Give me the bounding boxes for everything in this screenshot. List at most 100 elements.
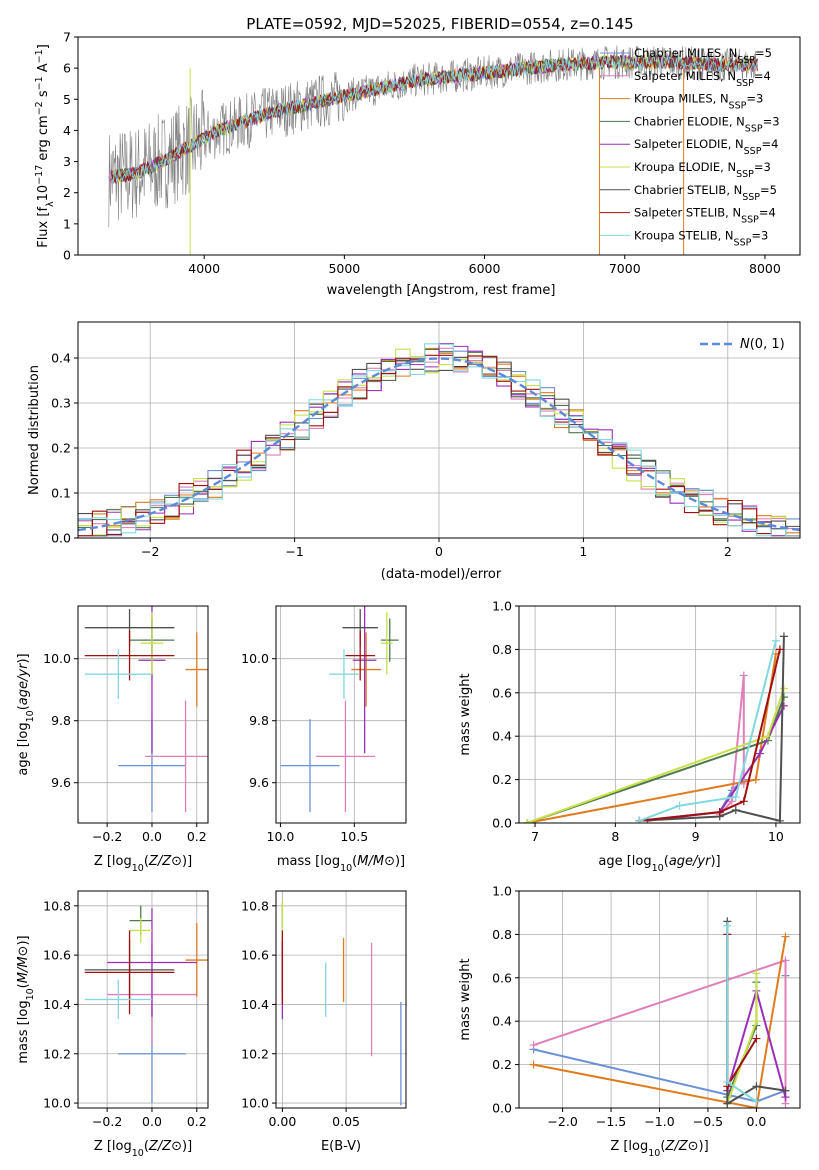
label-part: −1 xyxy=(34,49,45,63)
series-line xyxy=(533,936,787,1108)
label-part: ] xyxy=(36,44,51,49)
label-part: SSP xyxy=(734,237,752,248)
y-axis-label: Normed distribution xyxy=(27,365,42,495)
y-tick-label: 10.2 xyxy=(241,1046,269,1061)
y-tick-label: 9.6 xyxy=(249,775,269,790)
y-tick-label: 10.6 xyxy=(43,948,71,963)
y-tick-label: 0.6 xyxy=(492,970,512,985)
label-part: ( xyxy=(664,854,669,869)
x-tick-label: 5000 xyxy=(328,261,360,276)
x-axis-label: age [log10(age/yr)] xyxy=(598,854,720,874)
label-part: λ xyxy=(45,201,56,207)
label-part: M/M⊙ xyxy=(357,854,395,869)
legend-entry: Kroupa MILES, NSSP=3 xyxy=(634,92,763,112)
series-point xyxy=(727,797,736,806)
series-line xyxy=(639,636,785,823)
axes-frame xyxy=(77,321,801,539)
series-point xyxy=(635,816,644,823)
y-tick-label: 0.4 xyxy=(492,729,512,744)
axes-frame xyxy=(77,890,209,1109)
label-part: )] xyxy=(699,1139,709,1154)
y-tick-label: 10.2 xyxy=(43,1046,71,1061)
series-point xyxy=(781,932,790,941)
y-tick-label: 10.0 xyxy=(43,1096,71,1111)
label-part: Z [log xyxy=(610,1139,648,1154)
x-tick-label: −2 xyxy=(141,544,159,559)
y-tick-label: 0.6 xyxy=(492,685,512,700)
legend-entry: N(0, 1) xyxy=(740,337,785,352)
series-point xyxy=(723,921,732,930)
legend-entry: Chabrier STELIB, NSSP=5 xyxy=(634,183,777,203)
y-tick-label: 9.6 xyxy=(51,775,71,790)
series-point xyxy=(779,684,788,693)
x-tick-label: 10.5 xyxy=(340,829,368,844)
label-part: age/yr xyxy=(669,854,712,869)
label-part: 10 xyxy=(132,1148,144,1159)
panel-mass_Z: −0.2 0.0 0.210.010.210.410.610.8Z [log10(Z… xyxy=(16,890,209,1159)
label-part: =3 xyxy=(751,228,768,242)
label-part: Kroupa ELODIE, N xyxy=(634,160,736,174)
x-tick-label: 0.2 xyxy=(187,1114,207,1129)
series-point xyxy=(763,732,772,741)
y-tick-label: 0.2 xyxy=(492,1057,512,1072)
y-tick-label: 1 xyxy=(63,216,71,231)
axes-frame xyxy=(275,605,407,824)
y-axis-label: age [log10(age/yr)] xyxy=(16,653,36,775)
series-point xyxy=(775,645,784,654)
series-point xyxy=(779,701,788,710)
x-tick-label: 2 xyxy=(724,544,732,559)
label-part: )] xyxy=(395,854,405,869)
series-point xyxy=(775,816,784,823)
x-tick-label: −1 xyxy=(285,544,303,559)
series-line xyxy=(718,675,745,815)
series-point xyxy=(751,775,760,784)
series-point xyxy=(675,801,684,810)
y-tick-label: 1.0 xyxy=(492,884,512,899)
label-part: N xyxy=(740,337,750,352)
y-tick-label: 10.4 xyxy=(241,997,269,1012)
label-part: Salpeter ELODIE, N xyxy=(634,137,744,151)
legend-entry: Salpeter MILES, NSSP=4 xyxy=(634,69,771,89)
legend-entry: Salpeter ELODIE, NSSP=4 xyxy=(634,137,778,157)
series-point xyxy=(723,1077,732,1086)
label-part: age/yr xyxy=(16,662,31,705)
x-tick-label: 0.0 xyxy=(746,1114,766,1129)
axes-frame xyxy=(275,890,407,1109)
label-part: =4 xyxy=(754,69,771,83)
series-line xyxy=(726,934,758,1090)
series-point xyxy=(781,1086,790,1095)
x-tick-label: 0.0 xyxy=(142,1114,162,1129)
plot-area xyxy=(84,905,208,1104)
series-point xyxy=(739,671,748,680)
legend-entry: Chabrier ELODIE, NSSP=3 xyxy=(634,114,780,133)
x-tick-label: 0.0 xyxy=(142,829,162,844)
y-tick-label: 10.0 xyxy=(241,651,269,666)
plot-area xyxy=(529,917,790,1108)
label-part: Flux [f xyxy=(36,207,51,248)
label-part: =5 xyxy=(760,183,777,197)
legend-entry: Chabrier MILES, NSSP=5 xyxy=(634,46,772,66)
series-point xyxy=(752,1082,761,1091)
series-line xyxy=(647,705,785,822)
series-point xyxy=(752,1097,761,1106)
label-part: SSP xyxy=(745,123,763,134)
label-part: ( xyxy=(144,854,149,869)
label-part: A xyxy=(36,63,51,76)
y-tick-label: 0.2 xyxy=(51,441,71,456)
label-part: −17 xyxy=(34,165,45,185)
y-tick-label: 1.0 xyxy=(492,599,512,614)
y-tick-label: 0.0 xyxy=(51,531,71,546)
panel-age_mass: 10.0 10.5 9.6 9.8 10.0 mass [log10(M/M⊙)] xyxy=(241,605,407,874)
x-axis-label: wavelength [Angstrom, rest frame] xyxy=(327,283,556,298)
series-point xyxy=(739,797,748,806)
label-part: Z/Z⊙ xyxy=(148,854,182,869)
plot-area xyxy=(523,632,788,823)
series-point xyxy=(781,956,790,965)
legend-entry: Salpeter STELIB, NSSP=4 xyxy=(634,206,776,226)
label-part: 10 xyxy=(340,863,352,874)
series-point xyxy=(529,1041,538,1050)
label-part: 10 xyxy=(36,185,51,202)
x-tick-label: −2.0 xyxy=(547,1114,577,1129)
label-part: Kroupa MILES, N xyxy=(634,92,729,106)
